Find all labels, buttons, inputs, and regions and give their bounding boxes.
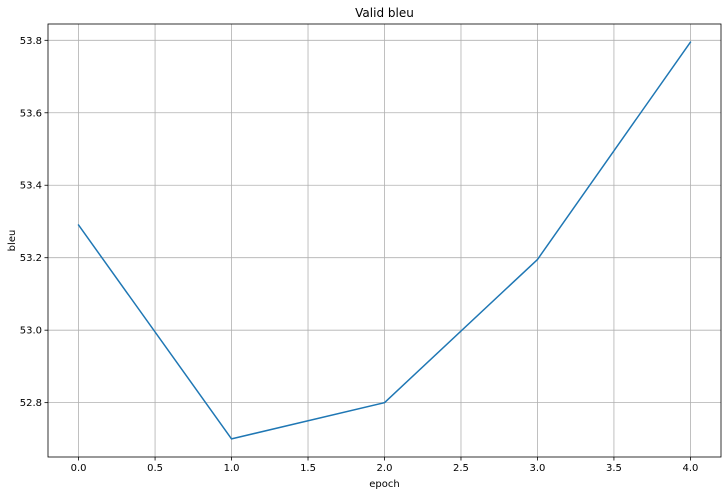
x-tick-label: 0.5	[147, 463, 163, 474]
x-tick-label: 0.0	[71, 463, 87, 474]
y-tick-label: 53.2	[20, 253, 42, 264]
y-tick-label: 53.6	[20, 108, 42, 119]
series-layer	[77, 41, 692, 440]
y-axis-label: bleu	[7, 230, 18, 252]
x-tick-label: 1.0	[224, 463, 240, 474]
y-tick-label: 53.4	[20, 181, 42, 192]
y-tick-label: 52.8	[20, 398, 42, 409]
x-axis-label: epoch	[369, 479, 399, 490]
x-tick-label: 4.0	[682, 463, 698, 474]
x-tick-label: 3.5	[606, 463, 622, 474]
y-tick-label: 53.0	[20, 326, 42, 337]
x-tick-label: 3.0	[530, 463, 546, 474]
x-tick-label: 2.0	[377, 463, 393, 474]
chart-title: Valid bleu	[355, 6, 414, 20]
y-tick-label: 53.8	[20, 36, 42, 47]
series-line	[77, 41, 692, 440]
x-tick-label: 2.5	[453, 463, 469, 474]
x-tick-label: 1.5	[300, 463, 316, 474]
grid	[48, 24, 721, 457]
axis-ticks: 0.0 0.5 1.0 1.5 2.0 2.5 3.0 3.5 4.0 52.8 53.0 53.2 5…	[20, 36, 699, 474]
